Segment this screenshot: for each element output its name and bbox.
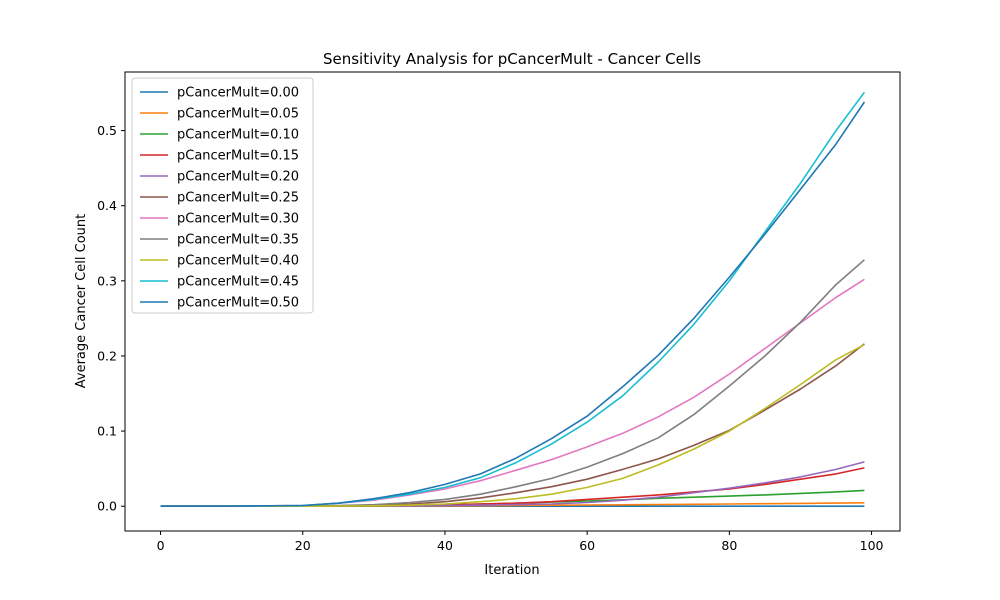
legend-entry: pCancerMult=0.05 [177,107,299,122]
legend-entry: pCancerMult=0.15 [177,149,299,164]
y-tick-label: 0.3 [97,273,117,288]
x-tick-label: 0 [157,538,165,553]
y-axis-label: Average Cancer Cell Count [74,214,89,388]
legend-entry: pCancerMult=0.25 [177,191,299,206]
y-tick-label: 0.0 [97,499,117,514]
legend-entry: pCancerMult=0.45 [177,275,299,290]
legend-entry: pCancerMult=0.00 [177,86,299,101]
series-line-8 [160,343,865,508]
legend-box [131,77,314,314]
series-layer [160,91,866,508]
legend-entry: pCancerMult=0.10 [177,128,299,143]
x-axis-label: Iteration [484,563,539,578]
x-tick-label: 20 [295,538,311,553]
y-tick-label: 0.1 [97,424,117,439]
y-axis: 0.0 0.1 0.2 0.3 0.4 0.5 [97,123,125,514]
legend-entry: pCancerMult=0.30 [177,212,299,227]
y-tick-label: 0.2 [97,348,117,363]
legend-entry: pCancerMult=0.40 [177,254,299,269]
chart-title: Sensitivity Analysis for pCancerMult - C… [323,50,701,68]
x-tick-label: 60 [579,538,595,553]
legend-entry: pCancerMult=0.35 [177,233,299,248]
legend-entry: pCancerMult=0.50 [177,296,299,311]
x-tick-label: 100 [860,538,884,553]
x-tick-label: 80 [721,538,737,553]
plot-frame [124,71,901,532]
y-tick-label: 0.5 [97,123,117,138]
series-line-10 [160,101,866,508]
legend: pCancerMult=0.00 pCancerMult=0.05 pCancerM… [131,77,314,314]
series-line-5 [160,343,865,508]
legend-entry: pCancerMult=0.20 [177,170,299,185]
y-tick-label: 0.4 [97,198,117,213]
x-tick-label: 40 [437,538,453,553]
x-axis: 0 20 40 60 80 100 [157,531,884,553]
